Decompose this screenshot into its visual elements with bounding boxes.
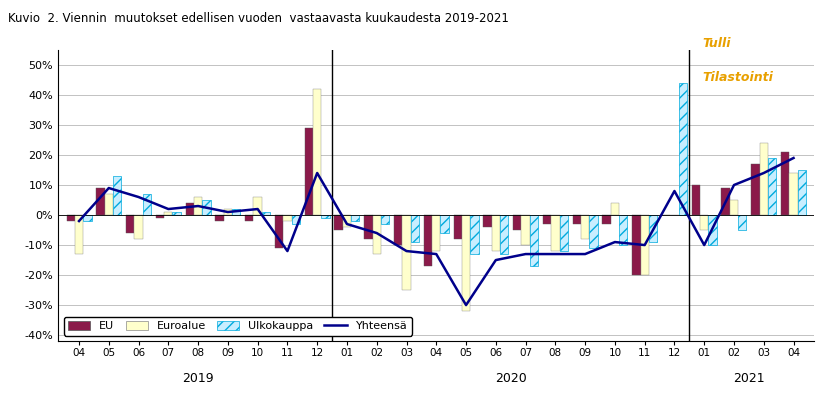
Bar	[66, 215, 75, 221]
Bar	[283, 215, 292, 221]
Bar	[372, 215, 381, 254]
Bar	[402, 215, 411, 290]
Bar	[215, 215, 224, 221]
Bar	[185, 203, 194, 215]
Bar	[521, 215, 529, 245]
Bar	[730, 200, 738, 215]
Bar	[751, 164, 760, 215]
Bar	[589, 215, 597, 248]
Bar	[275, 215, 283, 248]
Bar	[352, 215, 360, 221]
Bar	[113, 176, 121, 215]
Bar	[253, 197, 262, 215]
Bar	[165, 212, 173, 215]
Bar	[632, 215, 641, 275]
Bar	[313, 89, 322, 215]
Bar	[432, 215, 440, 251]
Bar	[411, 215, 419, 242]
Bar	[202, 200, 210, 215]
Bar	[334, 215, 343, 230]
Text: Kuvio  2. Viennin  muutokset edellisen vuoden  vastaavasta kuukaudesta 2019-2021: Kuvio 2. Viennin muutokset edellisen vuo…	[8, 12, 509, 25]
Bar	[454, 215, 462, 239]
Text: Tulli: Tulli	[702, 37, 730, 50]
Bar	[708, 215, 716, 245]
Bar	[173, 212, 181, 215]
Bar	[721, 188, 730, 215]
Bar	[96, 188, 105, 215]
Bar	[543, 215, 551, 224]
Text: 2021: 2021	[733, 371, 765, 385]
Bar	[126, 215, 135, 233]
Bar	[573, 215, 581, 224]
Bar	[798, 170, 806, 215]
Bar	[75, 215, 83, 254]
Bar	[381, 215, 389, 224]
Bar	[781, 152, 789, 215]
Bar	[262, 212, 270, 215]
Bar	[156, 215, 165, 218]
Bar	[232, 209, 240, 215]
Bar	[679, 83, 687, 215]
Bar	[619, 215, 627, 245]
Bar	[394, 215, 402, 245]
Bar	[513, 215, 521, 230]
Bar	[649, 215, 657, 242]
Bar	[484, 215, 492, 227]
Bar	[529, 215, 538, 266]
Bar	[364, 215, 372, 239]
Bar	[581, 215, 589, 239]
Bar	[224, 209, 232, 215]
Bar	[760, 143, 768, 215]
Bar	[492, 215, 500, 251]
Bar	[500, 215, 509, 254]
Bar	[440, 215, 449, 233]
Bar	[135, 215, 143, 239]
Bar	[83, 215, 91, 221]
Bar	[641, 215, 649, 275]
Bar	[470, 215, 479, 254]
Bar	[691, 185, 700, 215]
Bar	[143, 194, 151, 215]
Bar	[292, 215, 300, 224]
Legend: EU, Euroalue, Ulkokauppa, Yhteensä: EU, Euroalue, Ulkokauppa, Yhteensä	[64, 317, 412, 336]
Bar	[602, 215, 611, 224]
Bar	[322, 215, 330, 218]
Bar	[105, 194, 113, 215]
Bar	[194, 197, 202, 215]
Text: Tilastointi: Tilastointi	[702, 71, 773, 84]
Text: 2020: 2020	[494, 371, 527, 385]
Bar	[343, 215, 352, 227]
Bar	[789, 173, 798, 215]
Bar	[245, 215, 253, 221]
Bar	[462, 215, 470, 311]
Bar	[738, 215, 746, 230]
Bar	[768, 158, 776, 215]
Bar	[305, 128, 313, 215]
Text: 2019: 2019	[182, 371, 214, 385]
Bar	[551, 215, 559, 251]
Bar	[700, 215, 708, 230]
Bar	[424, 215, 432, 266]
Bar	[611, 203, 619, 215]
Bar	[559, 215, 568, 251]
